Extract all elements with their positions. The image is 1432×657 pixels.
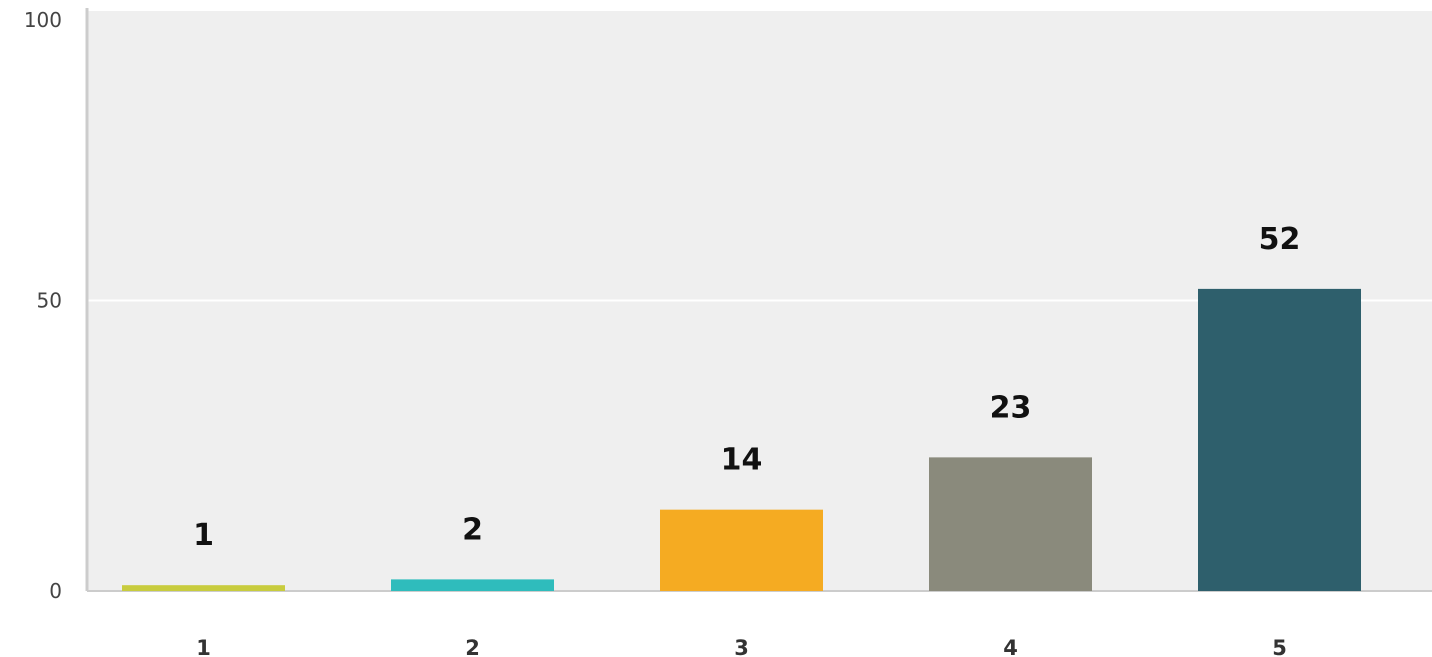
bar-4 xyxy=(929,457,1092,591)
data-label-5: 52 xyxy=(1259,222,1301,257)
x-tick-label-5: 5 xyxy=(1272,636,1287,657)
x-axis-ticks: 1 2 3 4 5 xyxy=(196,636,1287,657)
x-tick-label-2: 2 xyxy=(465,636,480,657)
x-tick-label-3: 3 xyxy=(734,636,749,657)
x-tick-label-1: 1 xyxy=(196,636,211,657)
bar-2 xyxy=(391,579,554,591)
data-label-2: 2 xyxy=(462,512,483,547)
bar-1 xyxy=(122,585,285,591)
y-tick-label: 0 xyxy=(49,579,62,603)
y-tick-label: 50 xyxy=(37,289,62,313)
y-tick-label: 100 xyxy=(24,8,62,32)
data-label-3: 14 xyxy=(721,443,763,478)
data-label-4: 23 xyxy=(990,390,1032,425)
y-axis-ticks: 0 50 100 xyxy=(24,8,62,603)
data-label-1: 1 xyxy=(193,518,214,553)
bar-5 xyxy=(1198,289,1361,591)
x-tick-label-4: 4 xyxy=(1003,636,1018,657)
bar-3 xyxy=(660,510,823,591)
